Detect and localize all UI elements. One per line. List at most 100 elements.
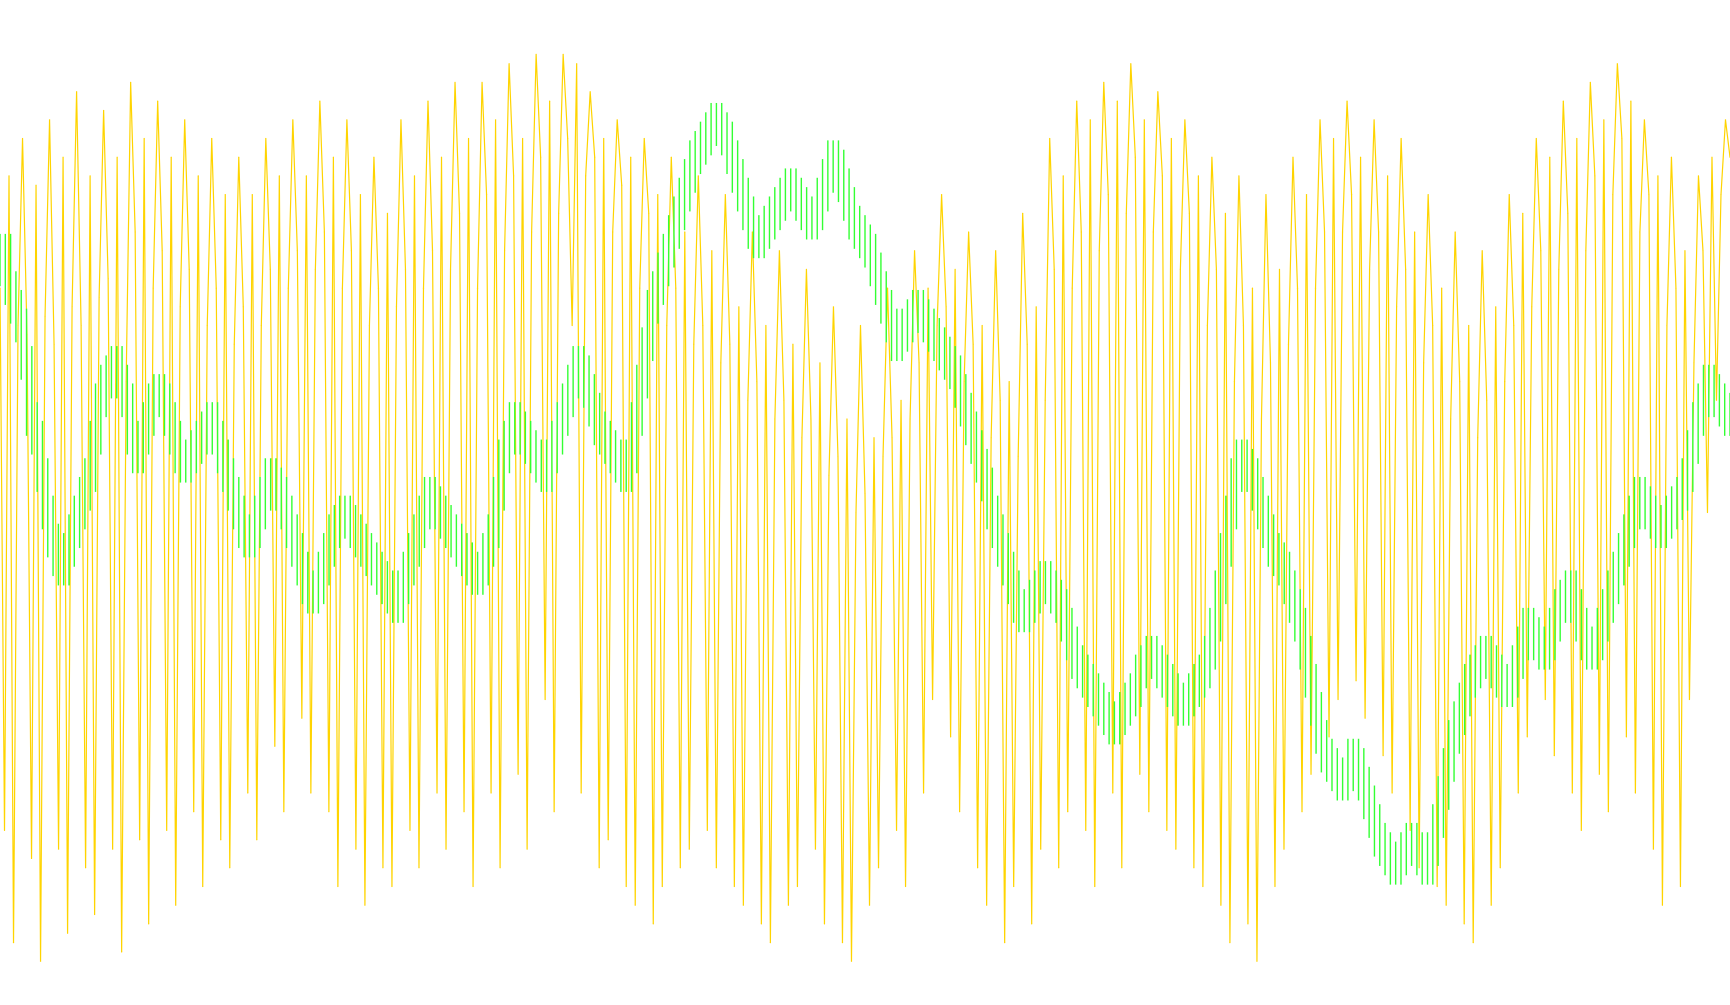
data-point	[75, 91, 78, 93]
data-point	[44, 315, 46, 317]
data-point	[1580, 829, 1582, 832]
data-point	[621, 184, 623, 186]
data-point	[1035, 306, 1037, 308]
data-point	[706, 829, 708, 832]
data-point	[805, 268, 808, 270]
data-point	[1206, 324, 1208, 327]
data-point	[17, 324, 19, 327]
data-point	[1368, 268, 1371, 270]
data-point	[895, 829, 898, 832]
data-point	[1486, 399, 1488, 401]
data-point	[1175, 848, 1177, 850]
data-point	[1215, 268, 1218, 270]
data-point	[729, 343, 731, 345]
data-point	[247, 792, 249, 794]
data-point	[1278, 268, 1281, 270]
data-point	[494, 119, 497, 121]
data-point	[197, 175, 199, 177]
data-point	[413, 175, 416, 177]
data-point	[810, 418, 812, 420]
data-point	[1355, 680, 1357, 682]
data-point	[1630, 100, 1632, 102]
data-point	[747, 399, 749, 401]
data-point	[1715, 399, 1718, 401]
data-point	[1287, 343, 1290, 345]
data-point	[206, 324, 208, 327]
data-point	[697, 175, 699, 177]
data-point	[233, 343, 235, 345]
data-point	[1283, 848, 1285, 850]
data-point	[864, 493, 866, 495]
data-point	[945, 306, 947, 308]
data-point	[161, 250, 163, 252]
data-point	[269, 268, 271, 270]
data-point	[873, 437, 875, 439]
data-point	[1044, 399, 1046, 401]
data-point	[256, 839, 258, 841]
data-point	[1008, 381, 1010, 383]
data-point	[422, 287, 425, 289]
data-point	[148, 923, 150, 925]
data-point	[657, 194, 659, 196]
data-point	[841, 942, 844, 944]
data-point	[688, 848, 690, 850]
data-point	[1296, 287, 1299, 289]
data-point	[760, 923, 762, 925]
data-point	[48, 119, 51, 121]
data-point	[107, 278, 109, 280]
data-point	[859, 324, 862, 327]
data-point	[1531, 306, 1533, 308]
data-point	[1382, 755, 1384, 757]
data-point	[490, 792, 492, 794]
data-point	[1513, 324, 1515, 327]
data-point	[1161, 175, 1163, 177]
data-point	[287, 287, 289, 289]
data-point	[1332, 137, 1335, 140]
data-point	[616, 119, 618, 121]
data-point	[1040, 848, 1042, 850]
data-point	[742, 904, 744, 906]
data-point	[526, 848, 528, 850]
data-point	[823, 923, 826, 925]
data-point	[458, 212, 461, 214]
data-point	[1522, 212, 1524, 214]
data-point	[463, 811, 465, 813]
data-point	[1328, 736, 1330, 738]
data-point	[1269, 362, 1272, 364]
data-point	[238, 156, 240, 158]
data-point	[580, 792, 582, 794]
data-point	[1080, 231, 1082, 233]
data-point	[1463, 923, 1465, 925]
data-point	[1274, 885, 1276, 888]
data-point	[404, 268, 407, 270]
data-point	[337, 885, 339, 888]
data-point	[89, 175, 91, 177]
data-point	[999, 399, 1001, 401]
data-point	[310, 792, 312, 794]
series-0	[0, 53, 1730, 962]
data-point	[1666, 324, 1668, 327]
data-point	[751, 231, 753, 233]
data-point	[409, 829, 411, 832]
data-point	[1251, 287, 1254, 289]
data-point	[1013, 885, 1015, 888]
data-point	[1396, 306, 1398, 308]
data-point	[738, 306, 740, 308]
data-point	[1562, 100, 1564, 102]
data-point	[1098, 250, 1100, 252]
data-point	[1238, 175, 1240, 177]
data-point	[589, 91, 591, 93]
data-point	[936, 324, 938, 327]
data-point	[1567, 212, 1569, 214]
data-point	[220, 839, 222, 841]
data-point	[134, 231, 136, 233]
data-point	[391, 885, 393, 888]
data-point	[986, 904, 988, 906]
data-point	[1391, 792, 1393, 794]
data-point	[769, 942, 771, 944]
data-point	[30, 857, 33, 860]
data-point	[1260, 418, 1263, 420]
data-point	[1702, 250, 1704, 252]
data-point	[152, 287, 154, 289]
data-point	[1256, 960, 1258, 962]
